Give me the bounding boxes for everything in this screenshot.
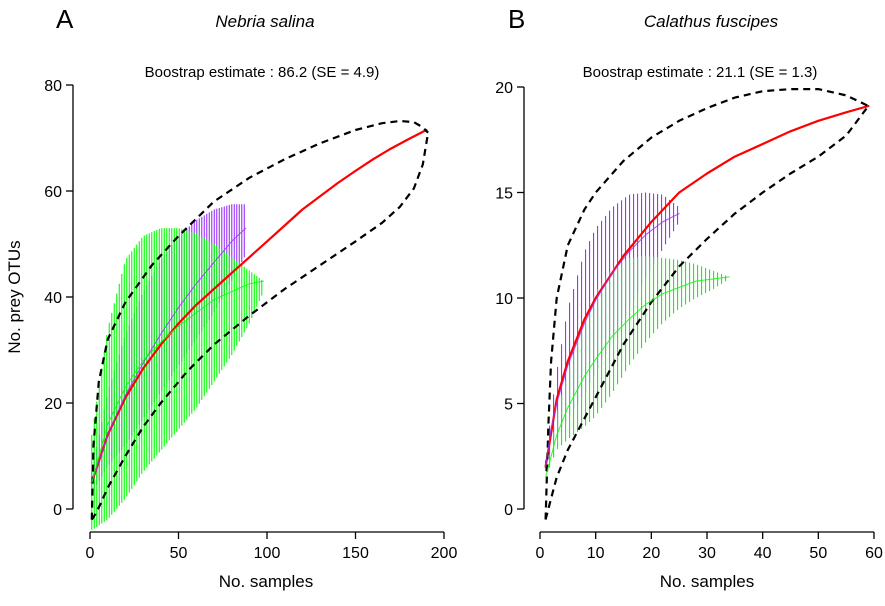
panel-a: A Nebria salina Boostrap estimate : 86.2… xyxy=(5,4,457,591)
panel-a-y-tick-label: 40 xyxy=(44,290,62,307)
panel-a-y-tick-label: 0 xyxy=(53,502,62,519)
panel-b-bootstrap-annotation: Boostrap estimate : 21.1 (SE = 1.3) xyxy=(583,64,818,81)
panel-b-plot-area: 0 5 10 15 20 0 10 20 30 40 50 60 xyxy=(495,80,883,562)
panel-b-y-tick-label: 20 xyxy=(495,80,513,97)
panel-a-x-axis-label: No. samples xyxy=(219,572,313,591)
panel-a-series-4-envelope xyxy=(90,132,430,521)
panel-a-series-3-envelope xyxy=(90,119,429,520)
panel-b-x-tick-label: 30 xyxy=(698,545,716,562)
panel-b-series-2-line xyxy=(545,276,730,478)
panel-a-x-tick-label: 0 xyxy=(86,545,95,562)
panel-a-x-tick-label: 150 xyxy=(342,545,369,562)
panel-b-x-axis-label: No. samples xyxy=(660,572,754,591)
panel-b-x-tick-label: 40 xyxy=(754,545,772,562)
panel-b-series-1-line xyxy=(545,213,680,468)
panel-b-series-2-ci-band xyxy=(549,255,727,468)
panel-a-x-tick-label: 100 xyxy=(254,545,281,562)
panel-b-letter: B xyxy=(508,4,525,34)
panel-a-x-tick-label: 50 xyxy=(170,545,188,562)
panel-b-x-tick-label: 50 xyxy=(809,545,827,562)
panel-b-series-0-line xyxy=(544,104,870,468)
panel-a-title: Nebria salina xyxy=(215,12,314,31)
panel-a-bootstrap-annotation: Boostrap estimate : 86.2 (SE = 4.9) xyxy=(145,64,380,81)
panel-b-title: Calathus fuscipes xyxy=(644,12,779,31)
panel-b-x-tick-label: 60 xyxy=(865,545,883,562)
panel-b-y-tick-label: 5 xyxy=(504,397,513,414)
panel-b-y-tick-label: 15 xyxy=(495,186,513,203)
panel-a-y-tick-label: 80 xyxy=(44,78,62,95)
panel-b-series-layer xyxy=(544,87,870,520)
panel-b-series-4-envelope xyxy=(544,105,870,520)
panel-a-series-0-line xyxy=(90,128,428,484)
panel-a-series-1-line xyxy=(91,227,247,483)
panel-b-y-tick-label: 0 xyxy=(504,502,513,519)
panel-a-x-tick-label: 200 xyxy=(431,545,458,562)
panel-a-y-tick-label: 60 xyxy=(44,184,62,201)
panel-b: B Calathus fuscipes Boostrap estimate : … xyxy=(495,4,883,591)
panel-b-y-tick-label: 10 xyxy=(495,291,513,308)
panel-a-series-layer xyxy=(90,119,430,530)
panel-a-y-tick-label: 20 xyxy=(44,396,62,413)
panel-b-x-tick-label: 10 xyxy=(587,545,605,562)
panel-b-x-tick-label: 0 xyxy=(536,545,545,562)
panel-b-series-3-envelope xyxy=(544,87,869,520)
panel-a-series-2-ci-band xyxy=(91,228,263,530)
panel-a-y-axis-label: No. prey OTUs xyxy=(5,240,24,353)
panel-a-letter: A xyxy=(56,4,74,34)
panel-a-plot-area: 0 20 40 60 80 0 50 100 150 200 xyxy=(44,78,457,562)
panel-a-series-2-line xyxy=(91,280,264,483)
panel-b-x-tick-label: 20 xyxy=(642,545,660,562)
